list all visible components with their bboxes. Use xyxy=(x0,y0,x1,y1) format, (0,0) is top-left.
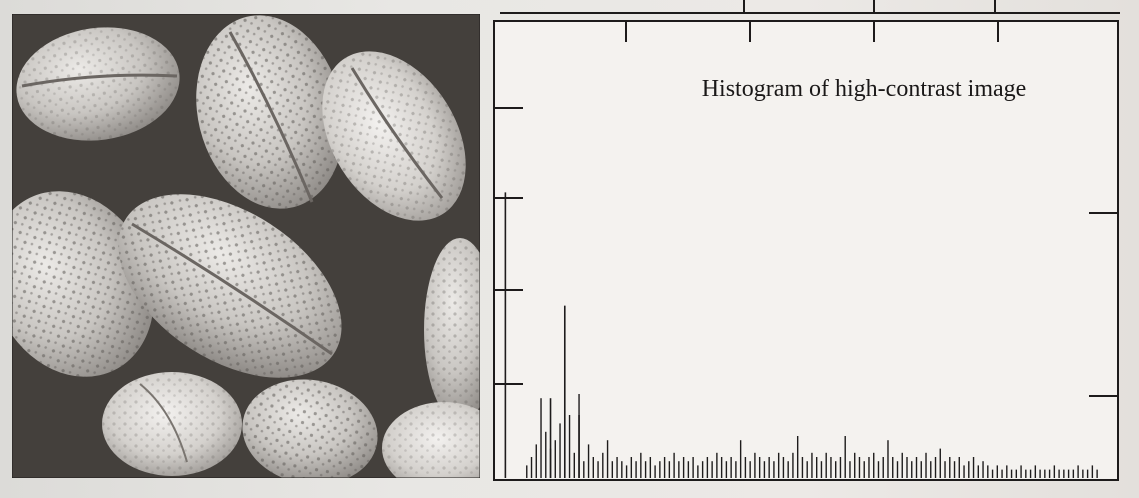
top-frame-tick xyxy=(873,0,875,13)
grain-bottom-center xyxy=(242,379,378,478)
grain-center xyxy=(118,194,342,378)
grain-top-right xyxy=(322,51,466,221)
right-ticks xyxy=(1089,212,1118,397)
histogram-chart: Histogram of high-contrast image xyxy=(493,20,1119,482)
top-frame-tick xyxy=(743,0,745,13)
chart-title: Histogram of high-contrast image xyxy=(702,76,1027,102)
histogram-plot: Histogram of high-contrast image xyxy=(493,20,1119,481)
grain-bottom-right xyxy=(382,402,480,478)
micrograph-image xyxy=(12,14,480,478)
grain-left xyxy=(12,191,154,377)
grain-top-center xyxy=(196,15,344,209)
pollen-grains-illustration xyxy=(12,14,480,478)
left-ticks xyxy=(494,107,523,385)
top-frame-fragment xyxy=(500,0,1120,14)
histogram-bars xyxy=(504,192,1098,478)
grain-bottom-left xyxy=(102,372,242,476)
grain-right-edge xyxy=(424,238,480,422)
plot-frame xyxy=(493,20,1119,481)
grain-top-left xyxy=(16,27,180,141)
top-ticks xyxy=(625,21,999,42)
top-frame-tick xyxy=(994,0,996,13)
